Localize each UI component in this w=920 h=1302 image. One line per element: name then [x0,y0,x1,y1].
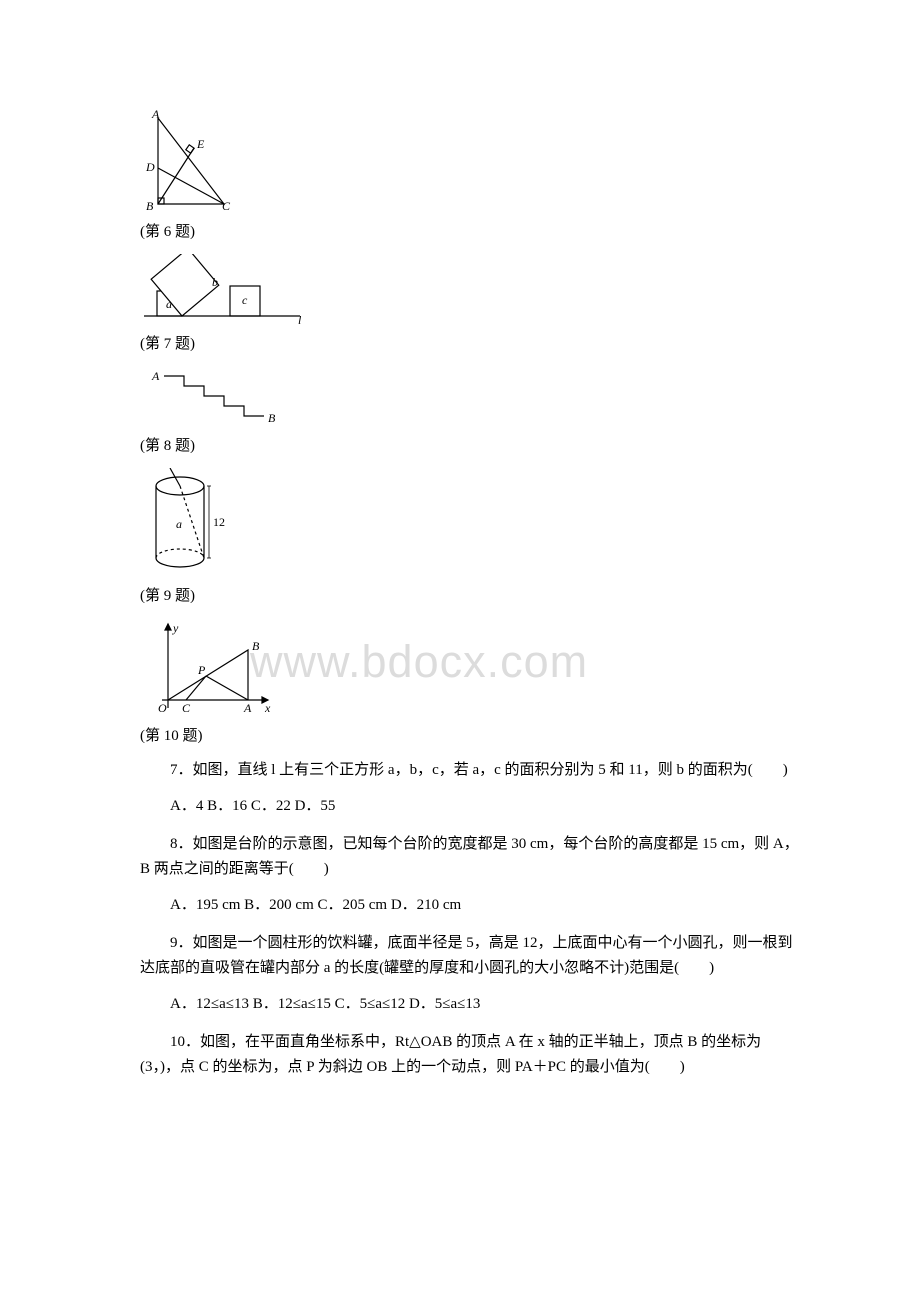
label-D: D [145,160,155,174]
label-C: C [182,701,191,715]
label-B: B [146,199,154,213]
label-C: C [222,199,231,213]
label-B: B [252,639,260,653]
caption-q9: (第 9 题) [140,584,800,608]
label-A: A [151,107,160,121]
question-8-options: A．195 cm B．200 cm C．205 cm D．210 cm [140,893,800,917]
label-a: a [176,517,182,531]
figure-q9: a 12 [140,468,800,578]
question-7-text: 7．如图，直线 l 上有三个正方形 a，b，c，若 a，c 的面积分别为 5 和… [140,758,800,784]
label-x: x [264,701,271,715]
figure-q8: A B [140,366,800,428]
label-c: c [242,293,248,307]
label-y: y [172,621,179,635]
caption-q6: (第 6 题) [140,220,800,244]
caption-q8: (第 8 题) [140,434,800,458]
label-P: P [197,663,206,677]
label-B: B [268,411,276,425]
label-l: l [298,313,302,326]
label-A: A [243,701,252,715]
question-9-text: 9．如图是一个圆柱形的饮料罐，底面半径是 5，高是 12，上底面中心有一个小圆孔… [140,931,800,982]
label-A: A [151,369,160,383]
question-10-text: 10．如图，在平面直角坐标系中，Rt△OAB 的顶点 A 在 x 轴的正半轴上，… [140,1030,800,1081]
figure-q6: A D B C E [140,106,800,214]
caption-q10: (第 10 题) [140,724,800,748]
document-content: A D B C E (第 6 题) a b c l (第 7 题) [140,106,800,1081]
question-8-text: 8．如图是台阶的示意图，已知每个台阶的宽度都是 30 cm，每个台阶的高度都是 … [140,832,800,883]
caption-q7: (第 7 题) [140,332,800,356]
figure-q7: a b c l [140,254,800,326]
label-b: b [212,275,218,289]
label-a: a [166,297,172,311]
label-E: E [196,137,205,151]
question-9-options: A．12≤a≤13 B．12≤a≤15 C．5≤a≤12 D．5≤a≤13 [140,992,800,1016]
figure-q10: y x O C A B P [140,618,800,718]
label-12: 12 [213,515,225,529]
label-O: O [158,701,167,715]
question-7-options: A．4 B．16 C．22 D．55 [140,794,800,818]
